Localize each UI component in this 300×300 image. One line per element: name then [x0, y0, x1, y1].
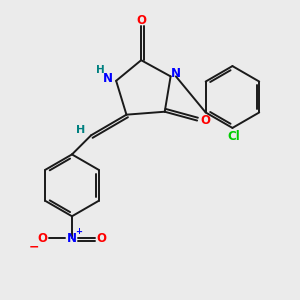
Text: H: H: [97, 65, 105, 76]
Text: H: H: [76, 125, 86, 135]
Text: O: O: [136, 14, 146, 27]
Text: N: N: [171, 67, 181, 80]
Text: O: O: [96, 232, 106, 245]
Text: −: −: [29, 240, 40, 253]
Text: Cl: Cl: [227, 130, 240, 143]
Text: N: N: [103, 72, 113, 85]
Text: O: O: [38, 232, 47, 245]
Text: +: +: [75, 227, 82, 236]
Text: N: N: [67, 232, 77, 245]
Text: O: O: [200, 114, 210, 127]
